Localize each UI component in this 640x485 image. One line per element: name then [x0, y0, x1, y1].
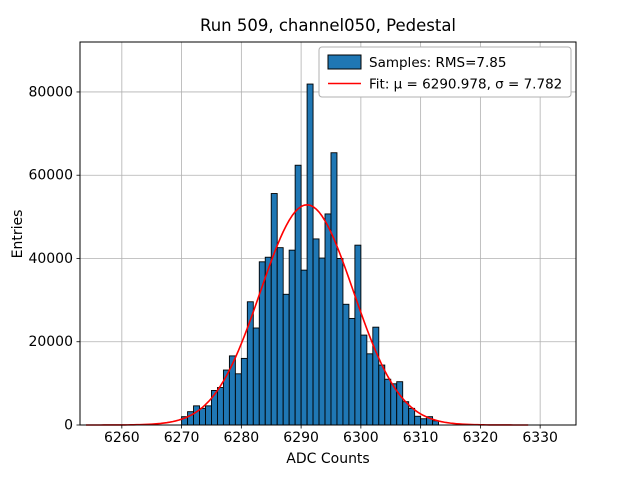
- histogram-bar: [240, 357, 248, 426]
- histogram-bar: [306, 83, 314, 426]
- histogram-bar: [228, 355, 236, 426]
- x-tick-label: 6310: [403, 430, 439, 446]
- histogram-bar: [324, 213, 332, 426]
- histogram-bar: [342, 303, 350, 426]
- histogram-bar: [193, 405, 200, 426]
- histogram-bar: [205, 405, 212, 426]
- histogram-bar: [234, 373, 242, 426]
- histogram-bar: [372, 326, 380, 426]
- histogram-bar: [270, 193, 278, 426]
- histogram-bar: [414, 415, 422, 426]
- histogram-bar: [378, 364, 386, 426]
- x-tick-label: 6270: [164, 430, 200, 446]
- y-axis-label: Entries: [10, 210, 26, 259]
- x-tick-label: 6330: [522, 430, 558, 446]
- x-tick-label: 6280: [224, 430, 260, 446]
- x-axis-label: ADC Counts: [286, 451, 369, 467]
- y-tick-label: 20000: [28, 334, 73, 350]
- legend-fit-label: Fit: μ = 6290.978, σ = 7.782: [369, 77, 562, 93]
- histogram-bar: [408, 407, 416, 426]
- x-tick-label: 6320: [463, 430, 499, 446]
- histogram-bar: [360, 334, 368, 426]
- histogram-bar: [264, 256, 272, 426]
- histogram-bar: [336, 258, 344, 426]
- y-tick-label: 40000: [28, 251, 73, 267]
- histogram-bar: [282, 293, 290, 426]
- chart-title: Run 509, channel050, Pedestal: [200, 16, 456, 35]
- axis-ticks: 6260 6270 6280 6290 6300 6310 6320 6330 0 20000 40…: [28, 84, 558, 446]
- histogram-bar: [300, 269, 308, 426]
- histogram-bar: [318, 257, 326, 426]
- histogram-bar: [294, 164, 302, 426]
- y-tick-label: 60000: [28, 168, 73, 184]
- histogram-bar: [252, 327, 260, 426]
- histogram-bar: [354, 244, 362, 426]
- gaussian-fit-line: [85, 203, 529, 426]
- fit-curve: [85, 203, 529, 426]
- histogram-bar: [312, 238, 320, 426]
- histogram-bar: [402, 401, 410, 426]
- histogram-bar: [420, 418, 428, 426]
- y-tick-label: 80000: [28, 84, 73, 100]
- histogram-bars: [181, 83, 440, 426]
- histogram-bar: [366, 353, 374, 426]
- histogram-bar: [216, 387, 224, 426]
- histogram-bar: [288, 249, 296, 426]
- histogram-bar: [276, 247, 284, 426]
- histogram-bar: [384, 378, 392, 426]
- axes-frame: [79, 41, 577, 426]
- histogram-bar: [199, 407, 206, 426]
- legend-samples-swatch: [327, 54, 362, 70]
- legend-box: [318, 46, 572, 98]
- legend-samples-label: Samples: RMS=7.85: [369, 55, 506, 71]
- x-tick-label: 6300: [343, 430, 379, 446]
- histogram-bar: [348, 317, 356, 426]
- x-tick-label: 6260: [104, 430, 140, 446]
- legend: Samples: RMS=7.85 Fit: μ = 6290.978, σ =…: [318, 46, 572, 98]
- histogram-bar: [396, 381, 404, 426]
- x-tick-label: 6290: [283, 430, 319, 446]
- y-tick-label: 0: [64, 418, 73, 434]
- histogram-bar: [330, 152, 338, 426]
